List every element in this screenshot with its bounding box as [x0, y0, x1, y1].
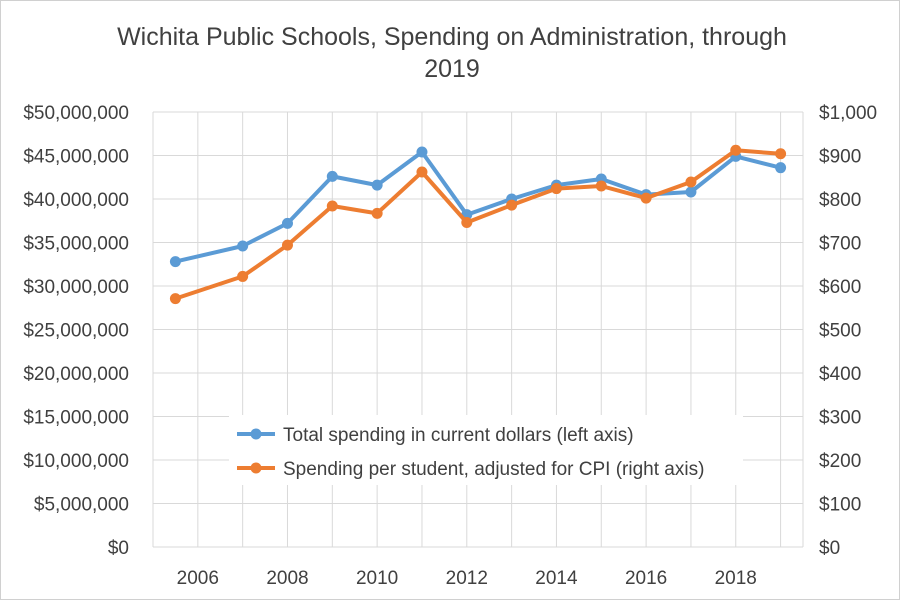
legend-label: Spending per student, adjusted for CPI (…: [283, 459, 704, 480]
series-2-point: [550, 183, 562, 195]
series-2-point: [595, 180, 607, 192]
series-line-1: [173, 150, 783, 264]
x-tick-label: 2006: [177, 568, 219, 589]
y-right-tick-label: $800: [819, 190, 861, 211]
legend-label: Total spending in current dollars (left …: [283, 425, 634, 446]
series-2-point: [775, 148, 787, 160]
x-tick-label: 2014: [535, 568, 578, 589]
y-right-tick-label: $300: [819, 408, 861, 429]
series-2-point: [685, 176, 697, 188]
x-tick-label: 2016: [625, 568, 667, 589]
y-right-tick-label: $1,000: [819, 103, 877, 124]
y-right-tick-label: $400: [819, 364, 861, 385]
series-2-point: [506, 199, 518, 211]
series-2-point: [169, 293, 181, 305]
y-left-tick-label: $0: [108, 538, 129, 559]
series-2-point: [326, 200, 338, 212]
y-left-tick-label: $50,000,000: [23, 103, 129, 124]
y-right-tick-label: $0: [819, 538, 840, 559]
legend-swatch-marker: [250, 428, 262, 440]
series-2-point: [237, 270, 249, 282]
x-tick-label: 2012: [446, 568, 488, 589]
series-line-2: [173, 148, 783, 301]
series-1-point: [371, 179, 383, 191]
series-1-point: [326, 170, 338, 182]
series-2-point: [730, 144, 742, 156]
series-2-point: [461, 216, 473, 228]
series-1-point: [169, 256, 181, 268]
y-right-tick-label: $500: [819, 321, 861, 342]
y-left-tick-label: $20,000,000: [23, 364, 129, 385]
series-1-point: [775, 162, 787, 174]
y-left-tick-label: $30,000,000: [23, 277, 129, 298]
series-1-point: [281, 217, 293, 229]
y-left-tick-label: $10,000,000: [23, 451, 129, 472]
legend-box: [229, 415, 743, 485]
y-left-tick-label: $5,000,000: [34, 495, 129, 516]
y-left-tick-label: $35,000,000: [23, 234, 129, 255]
series-1-point: [685, 186, 697, 198]
y-left-tick-label: $40,000,000: [23, 190, 129, 211]
series-2-point: [281, 239, 293, 251]
x-tick-label: 2018: [715, 568, 757, 589]
series-2-point: [640, 192, 652, 204]
chart-title-line: Wichita Public Schools, Spending on Admi…: [117, 23, 787, 51]
y-right-tick-label: $100: [819, 495, 861, 516]
series-1-point: [416, 146, 428, 158]
y-left-tick-label: $25,000,000: [23, 321, 129, 342]
x-tick-label: 2010: [356, 568, 398, 589]
y-right-tick-label: $200: [819, 451, 861, 472]
series-2-point: [416, 166, 428, 178]
y-left-tick-label: $45,000,000: [23, 147, 129, 168]
y-right-tick-label: $900: [819, 147, 861, 168]
chart-title-line: 2019: [424, 55, 480, 83]
legend-swatch-marker: [250, 462, 262, 474]
series-2-point: [371, 207, 383, 219]
x-tick-label: 2008: [266, 568, 308, 589]
y-right-tick-label: $600: [819, 277, 861, 298]
series-1-point: [237, 240, 249, 252]
y-right-tick-label: $700: [819, 234, 861, 255]
y-left-tick-label: $15,000,000: [23, 408, 129, 429]
